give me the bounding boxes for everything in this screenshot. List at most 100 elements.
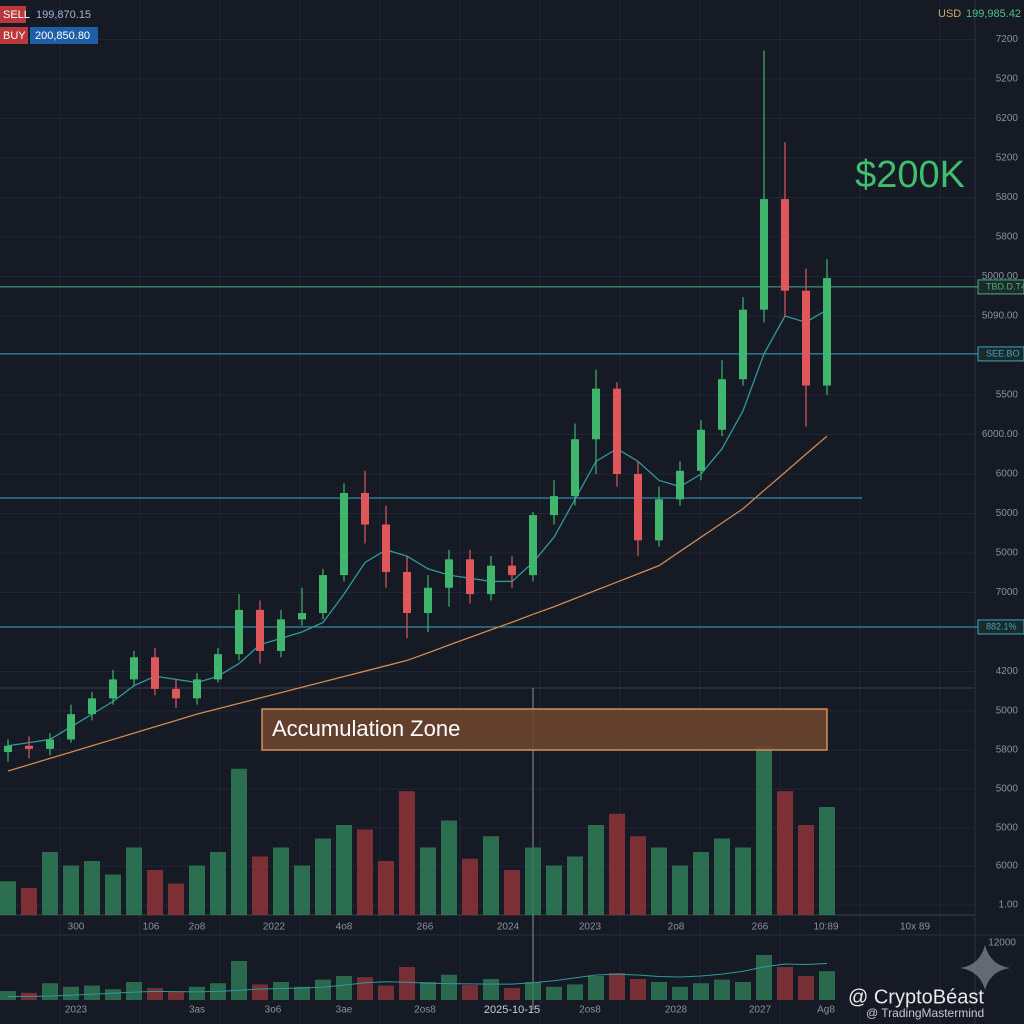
candle-body: [781, 199, 789, 291]
date-label: 2025-10-15: [484, 1004, 540, 1016]
mini-volume-bar: [462, 985, 478, 1000]
volume-bar: [105, 874, 121, 915]
candle-body: [4, 745, 12, 753]
volume-bar: [21, 888, 37, 915]
candle-body: [340, 492, 348, 576]
volume-bar: [693, 852, 709, 915]
x-tick-label: 2024: [497, 922, 520, 933]
candle-body: [634, 474, 642, 541]
candle-body: [151, 657, 159, 689]
volume-bar: [651, 847, 667, 915]
y-tick-label: 6000: [996, 469, 1019, 480]
y-tick-label: 4200: [996, 666, 1019, 677]
candle-body: [823, 278, 831, 386]
mini-volume-bar: [609, 973, 625, 1000]
volume-bar: [63, 865, 79, 915]
y-tick-label: 5500: [996, 390, 1019, 401]
date-label: 3o6: [265, 1005, 282, 1016]
mini-volume-bar: [630, 979, 646, 1000]
volume-bar: [0, 881, 16, 915]
mini-volume-bar: [777, 967, 793, 1000]
volume-tick-label: 1.00: [999, 900, 1019, 911]
candle-body: [382, 524, 390, 572]
mini-volume-bar: [357, 977, 373, 1000]
mini-volume-bar: [651, 982, 667, 1000]
zone-label: Accumulation Zone: [272, 716, 460, 741]
price-level-label: 882.1%: [986, 621, 1017, 631]
x-tick-label: 2o8: [668, 922, 685, 933]
y-tick-label: 5090.00: [982, 311, 1019, 322]
mini-volume-bar: [735, 982, 751, 1000]
x-tick-label: 106: [143, 922, 160, 933]
y-tick-label: 7200: [996, 34, 1019, 45]
mini-volume-bar: [0, 991, 16, 1000]
volume-bar: [378, 861, 394, 915]
y-tick-label: 5800: [996, 192, 1019, 203]
volume-bar: [588, 825, 604, 915]
mini-volume-bar: [336, 976, 352, 1000]
candle-body: [655, 499, 663, 541]
date-label: 2023: [65, 1005, 88, 1016]
price-level-tag: [977, 346, 1024, 362]
candle-body: [487, 565, 495, 595]
sell-price: 199,870.15: [36, 9, 91, 21]
x-tick-label: 10x 89: [900, 922, 930, 933]
y-tick-label: 5000: [996, 508, 1019, 519]
x-tick-label: 2o8: [189, 922, 206, 933]
date-label: Ag8: [817, 1005, 835, 1016]
candle-body: [466, 559, 474, 595]
mini-volume-bar: [798, 976, 814, 1000]
x-tick-label: 300: [68, 922, 85, 933]
date-label: 2028: [665, 1005, 688, 1016]
zone-box: [261, 708, 828, 751]
price-level-label: TBD.D.T4: [986, 281, 1024, 291]
y-tick-label: 5200: [996, 153, 1019, 164]
plot: 7200 5200 6200 5200 5800 5800 5000.00 5090.00 55…: [0, 34, 1024, 1016]
mini-volume-bar: [105, 989, 121, 1000]
candle-body: [718, 379, 726, 430]
sell-label: SELL: [3, 9, 30, 21]
volume-bar: [735, 847, 751, 915]
volume-bar: [441, 820, 457, 915]
candle-body: [613, 388, 621, 474]
volume-bar: [294, 865, 310, 915]
y-tick-label: 7000: [996, 587, 1019, 598]
volume-bar: [819, 807, 835, 915]
volume-bar: [798, 825, 814, 915]
volume-bar: [189, 865, 205, 915]
y-tick-label: 5800: [996, 232, 1019, 243]
x-tick-label: 2022: [263, 922, 286, 933]
candle-body: [529, 515, 537, 576]
x-tick-label: 4o8: [336, 922, 353, 933]
volume-bar: [567, 856, 583, 915]
x-tick-label: 266: [752, 922, 769, 933]
volume-bar: [399, 791, 415, 915]
price-annotation: $200K: [855, 154, 965, 196]
candle-body: [298, 613, 306, 620]
volume-bar: [147, 870, 163, 915]
mini-volume-bar: [504, 988, 520, 1000]
mini-volume-bar: [273, 982, 289, 1000]
candle-body: [550, 496, 558, 516]
sell-tag: [0, 6, 26, 23]
mini-volume-bar: [231, 961, 247, 1000]
volume-tick-label: 6000: [996, 861, 1019, 872]
mini-volume-bar: [756, 955, 772, 1000]
volume-bar: [315, 838, 331, 915]
candle-body: [760, 199, 768, 310]
mini-volume-bar: [399, 967, 415, 1000]
y-tick-label: 5000.00: [982, 271, 1019, 282]
last-price: 199,985.42: [966, 8, 1021, 20]
moving-average-fast: [7, 309, 828, 747]
candle-body: [571, 439, 579, 497]
currency: USD: [938, 8, 961, 20]
x-tick-label: 10:89: [813, 922, 838, 933]
volume-bar: [357, 829, 373, 915]
volume-bar: [252, 856, 268, 915]
watermark-handle: @ TradingMastermind: [866, 1006, 984, 1020]
y-tick-label: 6000.00: [982, 429, 1019, 440]
volume-bar: [336, 825, 352, 915]
y-tick-label: 6200: [996, 113, 1019, 124]
mini-volume-bar: [672, 986, 688, 1000]
